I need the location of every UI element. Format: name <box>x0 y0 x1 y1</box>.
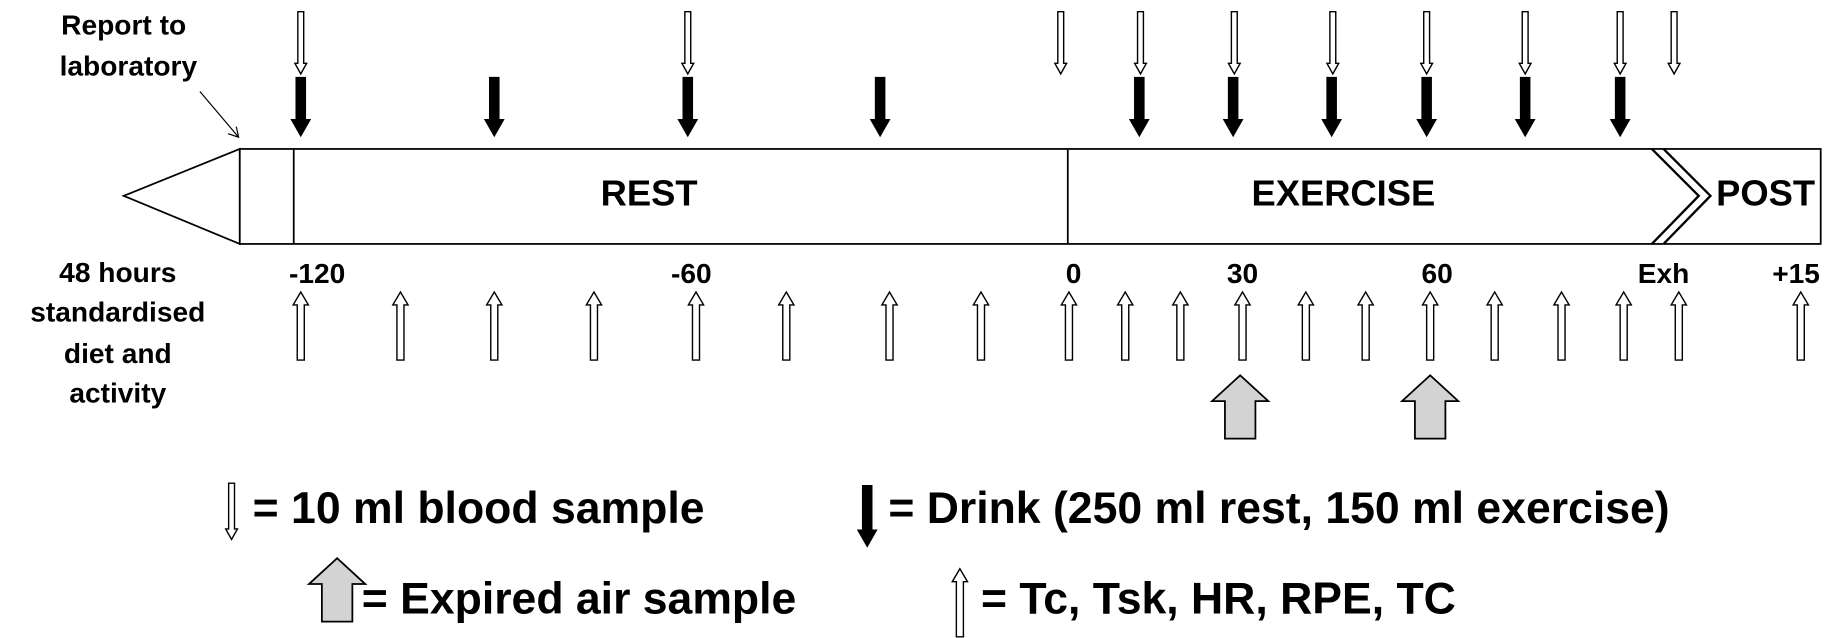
measurement-arrow <box>1296 290 1315 361</box>
drink-arrow <box>869 76 891 138</box>
measurement-arrow <box>951 567 969 638</box>
expired-air-arrow <box>1399 374 1461 440</box>
break-mark <box>1662 148 1713 245</box>
measurement-arrow <box>1552 290 1571 361</box>
blood-sample-arrow <box>1518 11 1533 76</box>
timeline-bar <box>238 148 1822 245</box>
drink-arrow <box>1128 76 1150 138</box>
blood-sample-arrow <box>1613 11 1628 76</box>
drink-arrow <box>677 76 699 138</box>
blood-sample-arrow <box>1053 11 1068 76</box>
time-label: +15 <box>1772 258 1820 289</box>
measurement-arrow <box>1669 290 1688 361</box>
time-label: 60 <box>1422 258 1453 289</box>
drink-arrow <box>483 76 505 138</box>
time-label: 0 <box>1066 258 1082 289</box>
measurement-arrow <box>687 290 705 361</box>
legend-text: = Tc, Tsk, HR, RPE, TC <box>981 574 1456 623</box>
measurement-arrow <box>585 290 603 361</box>
drink-arrow <box>1609 76 1631 138</box>
break-mark <box>1650 148 1701 245</box>
legend-text: = Expired air sample <box>362 574 797 623</box>
drink-arrow <box>1321 76 1343 138</box>
time-label: Exh <box>1638 258 1690 289</box>
blood-sample-arrow <box>1227 11 1242 76</box>
measurement-arrow <box>1171 290 1190 361</box>
measurement-arrow <box>485 290 504 361</box>
arrival-text: laboratory <box>60 50 198 81</box>
legend-text: = Drink (250 ml rest, 150 ml exercise) <box>888 484 1669 533</box>
drink-arrow <box>856 484 878 548</box>
measurement-arrow <box>1485 290 1504 361</box>
blood-sample-arrow <box>293 11 308 76</box>
measurement-arrow <box>972 290 990 361</box>
blood-sample-arrow <box>224 482 239 541</box>
phase-label: EXERCISE <box>1251 172 1435 213</box>
phase-label: POST <box>1716 172 1815 213</box>
measurement-arrow <box>1614 290 1633 361</box>
arrival-pointer-head <box>227 126 240 139</box>
measurement-arrow <box>777 290 796 361</box>
arrival-pointer <box>199 91 240 138</box>
time-label: -120 <box>289 258 345 289</box>
measurement-arrow <box>1356 290 1375 361</box>
expired-air-arrow <box>1209 374 1271 440</box>
time-label: -60 <box>671 258 712 289</box>
arrival-text: Report to <box>61 9 186 40</box>
drink-arrow <box>1222 76 1244 138</box>
time-label: 30 <box>1227 258 1258 289</box>
pre-trial-text: standardised <box>30 297 205 328</box>
measurement-arrow <box>391 290 410 361</box>
pre-trial-text: diet and <box>64 338 172 369</box>
blood-sample-arrow <box>1133 11 1148 76</box>
phase-label: REST <box>601 172 698 213</box>
blood-sample-arrow <box>680 11 695 76</box>
measurement-arrow <box>1791 290 1810 361</box>
measurement-arrow <box>1116 290 1135 361</box>
drink-arrow <box>1416 76 1438 138</box>
pre-trial-text: 48 hours <box>59 257 176 288</box>
blood-sample-arrow <box>1419 11 1434 76</box>
measurement-arrow <box>1421 290 1440 361</box>
measurement-arrow <box>1233 290 1252 361</box>
blood-sample-arrow <box>1667 11 1682 76</box>
measurement-arrow <box>880 290 899 361</box>
drink-arrow <box>1514 76 1536 138</box>
expired-air-arrow <box>306 557 368 623</box>
pre-trial-text: activity <box>69 378 166 409</box>
legend-text: = 10 ml blood sample <box>253 484 705 533</box>
measurement-arrow <box>291 290 310 361</box>
drink-arrow <box>290 76 312 138</box>
blood-sample-arrow <box>1325 11 1340 76</box>
measurement-arrow <box>1060 290 1078 361</box>
